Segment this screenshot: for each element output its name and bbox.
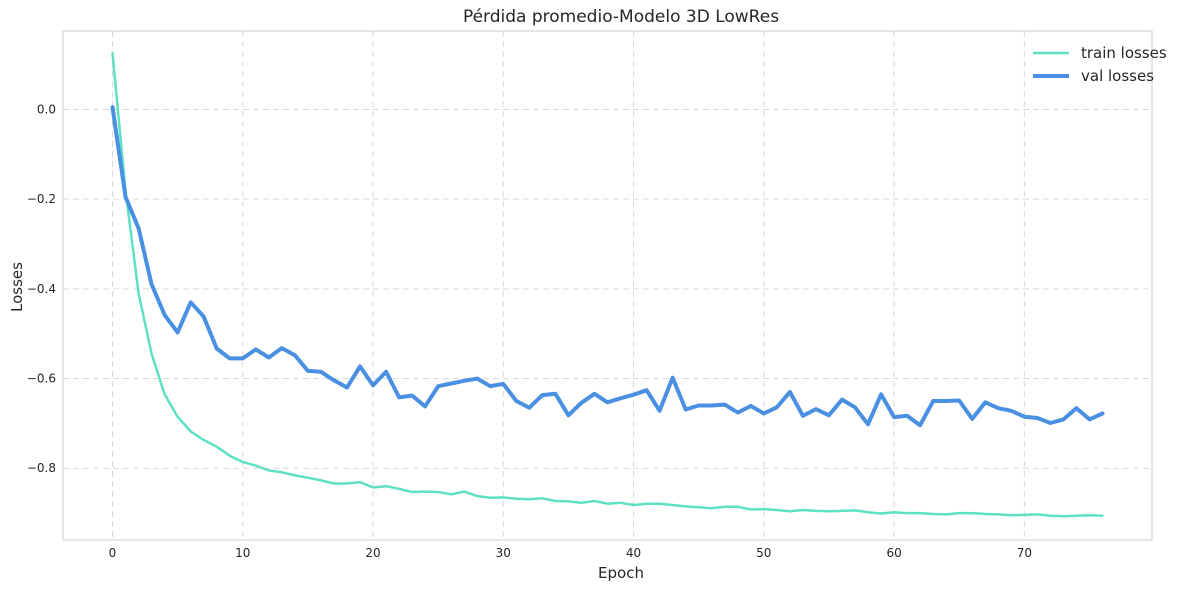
x-tick-label: 20 xyxy=(365,546,380,560)
x-tick-label: 70 xyxy=(1017,546,1032,560)
y-tick-label: 0.0 xyxy=(37,102,56,116)
legend-label-val: val losses xyxy=(1081,67,1154,85)
legend: train losses val losses xyxy=(1033,44,1167,85)
series-line-val xyxy=(110,105,1105,428)
legend-label-train: train losses xyxy=(1081,44,1167,62)
x-axis-label: Epoch xyxy=(598,564,644,582)
y-axis-label: Losses xyxy=(8,262,26,312)
series-line-train xyxy=(111,52,1104,518)
x-tick-label: 30 xyxy=(496,546,511,560)
y-tick-label: −0.8 xyxy=(27,461,56,475)
chart-title: Pérdida promedio-Modelo 3D LowRes xyxy=(463,7,779,27)
plot-frame xyxy=(62,30,1153,541)
y-tick-label: −0.6 xyxy=(27,372,56,386)
x-tick-label: 60 xyxy=(886,546,901,560)
y-tick-label: −0.4 xyxy=(27,282,56,296)
x-tick-label: 50 xyxy=(756,546,771,560)
grid xyxy=(63,31,1152,540)
x-tick-label: 0 xyxy=(109,546,117,560)
x-axis-ticks: 0 10 20 30 40 50 60 70 xyxy=(109,546,1032,560)
y-tick-label: −0.2 xyxy=(27,192,56,206)
y-axis-ticks: 0.0 −0.2 −0.4 −0.6 −0.8 xyxy=(27,102,56,475)
x-tick-label: 10 xyxy=(235,546,250,560)
series-lines xyxy=(110,52,1105,518)
x-tick-label: 40 xyxy=(626,546,641,560)
